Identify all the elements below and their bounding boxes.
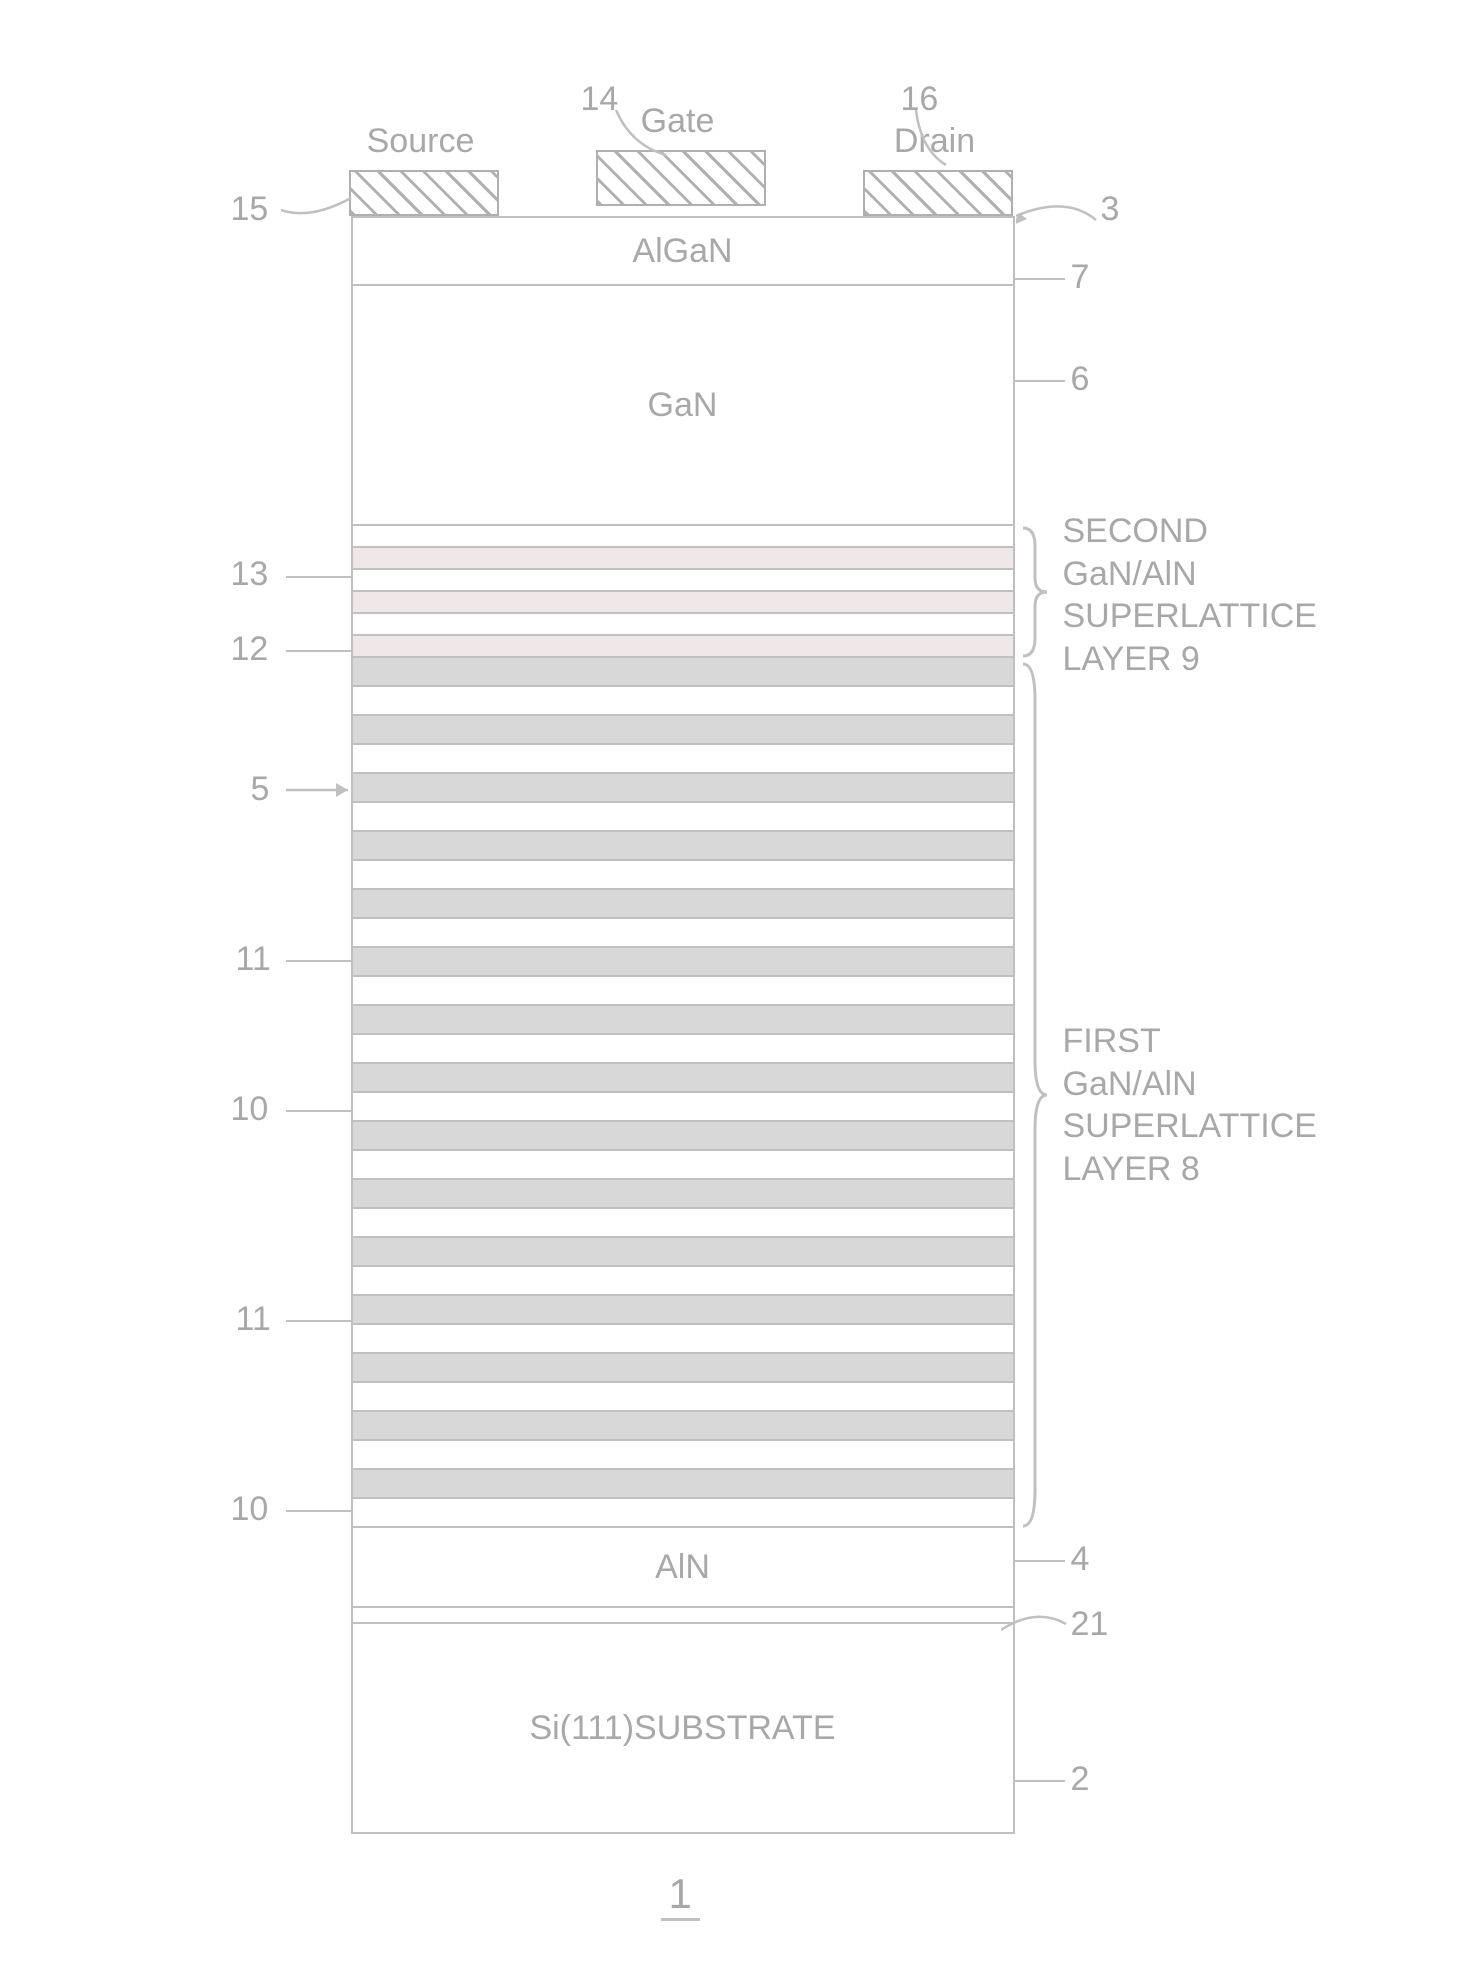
sl1-pair: [353, 1265, 1013, 1294]
sl1-pair: [353, 1410, 1013, 1439]
ref-6: 6: [1071, 360, 1090, 399]
sl1-pair: [353, 1062, 1013, 1091]
ref-15: 15: [231, 190, 269, 229]
leader-16: [911, 110, 961, 170]
first-sl-label: FIRST GaN/AlN SUPERLATTICE LAYER 8: [1063, 1020, 1317, 1190]
sl1-pair: [353, 743, 1013, 772]
sl2-pair: [353, 524, 1013, 546]
gan-layer: GaN: [353, 284, 1013, 524]
sl1-pair: [353, 830, 1013, 859]
sl1-pair: [353, 946, 1013, 975]
sl1-pair: [353, 714, 1013, 743]
sl2-pair: [353, 590, 1013, 612]
substrate-layer: Si(111)SUBSTRATE: [353, 1622, 1013, 1832]
leader-6: [1015, 380, 1065, 382]
leader-11b: [286, 1320, 351, 1322]
ref-2: 2: [1071, 1760, 1090, 1799]
layer-stack: AlGaN GaN: [351, 216, 1015, 1834]
substrate-text: Si(111)SUBSTRATE: [529, 1709, 835, 1748]
ref-13: 13: [231, 555, 269, 594]
leader-2: [1015, 1780, 1065, 1782]
ref-4: 4: [1071, 1540, 1090, 1579]
sl1-pair: [353, 1004, 1013, 1033]
sl1-pair: [353, 1468, 1013, 1497]
sl2-pair: [353, 546, 1013, 568]
leader-10a: [286, 1110, 351, 1112]
leader-11a: [286, 960, 351, 962]
leader-10b: [286, 1510, 351, 1512]
sl2-pair: [353, 568, 1013, 590]
sl1-pair: [353, 1120, 1013, 1149]
sl2-pair: [353, 612, 1013, 634]
gan-text: GaN: [648, 386, 718, 425]
leader-4: [1015, 1560, 1065, 1562]
source-electrode: Source: [349, 170, 499, 216]
ref-1: 1: [661, 1870, 700, 1921]
leader-15: [281, 190, 361, 230]
sl1-pair: [353, 975, 1013, 1004]
interface-layer: [353, 1606, 1013, 1622]
aln-text: AlN: [655, 1548, 710, 1587]
sl1-pair: [353, 1439, 1013, 1468]
ref-7: 7: [1071, 258, 1090, 297]
leader-3: [1016, 200, 1106, 240]
leader-5: [286, 775, 366, 805]
aln-layer: AlN: [353, 1526, 1013, 1606]
sl1-pair: [353, 656, 1013, 685]
ref-10b: 10: [231, 1490, 269, 1529]
algan-text: AlGaN: [632, 232, 732, 271]
leader-7: [1015, 278, 1065, 280]
sl1-pair: [353, 1178, 1013, 1207]
sl1-pair: [353, 1381, 1013, 1410]
sl1-pair: [353, 1149, 1013, 1178]
leader-14: [611, 110, 671, 160]
ref-5: 5: [251, 770, 270, 809]
ref-12: 12: [231, 630, 269, 669]
brace-second-sl: [1021, 526, 1049, 658]
sl1-pair: [353, 1236, 1013, 1265]
sl1-pair: [353, 1091, 1013, 1120]
sl1-pair: [353, 685, 1013, 714]
brace-first-sl: [1021, 660, 1049, 1530]
sl1-pair: [353, 1323, 1013, 1352]
source-label: Source: [341, 122, 501, 161]
drain-electrode: Drain: [863, 170, 1013, 216]
sl1-pair: [353, 1294, 1013, 1323]
sl1-pair: [353, 859, 1013, 888]
ref-21: 21: [1071, 1605, 1109, 1644]
ref-11a: 11: [236, 940, 271, 979]
sl1-pair: [353, 1352, 1013, 1381]
figure: Source Gate Drain AlGaN GaN: [41, 60, 1441, 1920]
sl2-pair: [353, 634, 1013, 656]
sl1-pair: [353, 1497, 1013, 1526]
sl1-pair: [353, 772, 1013, 801]
ref-11b: 11: [236, 1300, 271, 1339]
leader-12: [286, 650, 351, 652]
leader-21: [1001, 1612, 1071, 1642]
second-sl-label: SECOND GaN/AlN SUPERLATTICE LAYER 9: [1063, 510, 1317, 680]
sl1-pair: [353, 1207, 1013, 1236]
leader-13: [286, 576, 351, 578]
ref-10a: 10: [231, 1090, 269, 1129]
sl1-pair: [353, 1033, 1013, 1062]
sl1-pair: [353, 888, 1013, 917]
algan-layer: AlGaN: [353, 216, 1013, 284]
sl1-pair: [353, 917, 1013, 946]
sl1-pair: [353, 801, 1013, 830]
